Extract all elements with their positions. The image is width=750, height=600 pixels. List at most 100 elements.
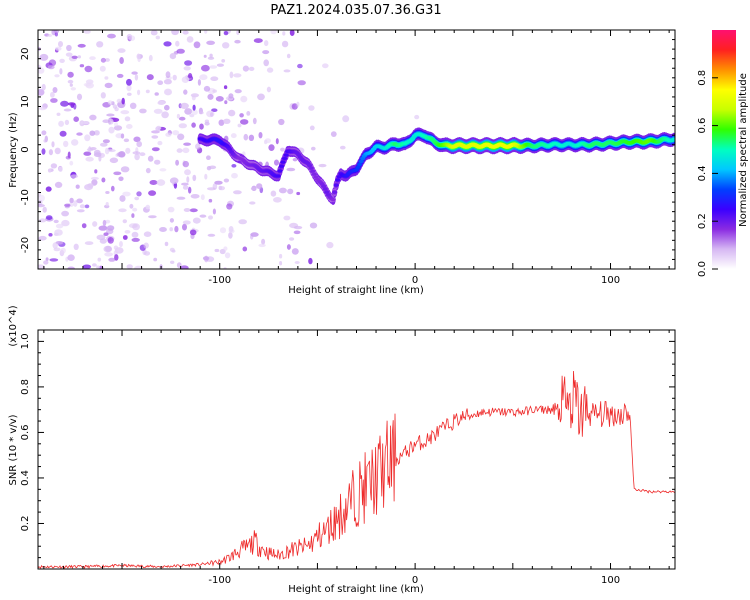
noise-point: [279, 261, 283, 266]
noise-point: [292, 158, 298, 162]
noise-point: [164, 88, 172, 96]
noise-point: [104, 147, 110, 155]
noise-point: [54, 147, 61, 155]
noise-point: [126, 84, 132, 92]
noise-point: [118, 176, 124, 182]
noise-point: [50, 98, 58, 103]
noise-point: [201, 64, 210, 72]
noise-point: [148, 190, 157, 196]
noise-point: [177, 133, 185, 141]
noise-point: [174, 225, 179, 233]
ridge-point: [335, 178, 341, 182]
noise-point: [242, 65, 249, 72]
noise-point: [45, 215, 53, 221]
noise-point: [79, 64, 85, 68]
noise-point: [183, 208, 191, 212]
noise-point: [129, 203, 134, 209]
noise-point: [207, 56, 215, 60]
noise-point: [48, 149, 54, 156]
x-tick-label: 100: [601, 575, 620, 586]
ridge-point: [333, 183, 339, 187]
noise-point: [53, 219, 59, 224]
noise-point: [41, 130, 47, 136]
noise-point: [73, 103, 77, 110]
noise-point: [214, 180, 223, 185]
noise-point: [103, 232, 109, 236]
noise-point: [73, 200, 78, 207]
noise-point: [157, 80, 164, 85]
noise-point: [171, 30, 179, 36]
noise-point: [59, 68, 63, 75]
noise-point: [228, 232, 233, 239]
noise-point: [163, 79, 172, 85]
noise-point: [211, 108, 218, 112]
noise-point: [134, 153, 140, 161]
noise-point: [100, 92, 106, 99]
noise-point: [38, 264, 45, 269]
noise-point: [240, 95, 248, 103]
noise-point: [182, 185, 189, 190]
noise-point: [94, 130, 100, 136]
noise-point: [289, 237, 295, 241]
noise-point: [199, 214, 207, 218]
noise-point: [156, 179, 166, 186]
noise-point: [167, 206, 175, 213]
noise-point: [85, 156, 94, 162]
snr-x-label: Height of straight line (km): [288, 584, 424, 595]
noise-point: [214, 248, 220, 253]
noise-point: [100, 57, 106, 63]
noise-point: [120, 110, 130, 115]
noise-point: [223, 118, 231, 125]
noise-point: [222, 42, 230, 49]
ridge-point: [275, 174, 281, 178]
noise-point: [69, 197, 74, 204]
noise-point: [286, 167, 296, 172]
noise-point: [108, 257, 116, 262]
noise-point: [136, 191, 142, 197]
noise-point: [154, 92, 159, 96]
noise-point: [76, 209, 85, 213]
noise-point: [246, 111, 251, 116]
noise-point: [181, 76, 190, 83]
noise-point: [219, 227, 227, 234]
noise-point: [280, 147, 285, 152]
noise-point: [47, 65, 55, 70]
noise-point: [125, 147, 131, 154]
noise-point: [180, 102, 189, 109]
figure-title: PAZ1.2024.035.07.36.G31: [270, 3, 441, 18]
noise-point: [172, 130, 180, 136]
noise-point: [93, 149, 101, 156]
noise-point: [275, 138, 279, 145]
noise-point: [96, 41, 104, 48]
noise-point: [105, 202, 109, 207]
noise-point: [123, 138, 130, 143]
ridge-point: [283, 153, 289, 157]
ridge-point: [355, 165, 361, 169]
noise-point: [76, 132, 83, 136]
noise-point: [233, 190, 242, 195]
noise-point: [206, 110, 215, 118]
noise-point: [291, 248, 299, 255]
noise-point: [283, 69, 291, 73]
noise-point: [164, 104, 170, 111]
noise-point: [199, 123, 204, 130]
noise-point: [52, 242, 58, 249]
noise-point: [84, 65, 93, 73]
noise-point: [252, 117, 257, 125]
noise-point: [91, 179, 98, 186]
noise-point: [250, 187, 257, 191]
noise-point: [134, 196, 140, 201]
noise-point: [216, 63, 224, 67]
noise-point: [186, 36, 194, 43]
noise-point: [296, 101, 300, 108]
noise-point: [65, 52, 73, 57]
x-tick-label: -100: [208, 275, 231, 286]
noise-point: [147, 155, 154, 162]
noise-point: [153, 257, 158, 262]
noise-point: [190, 194, 200, 199]
noise-point: [42, 206, 47, 213]
noise-point: [50, 163, 58, 169]
noise-point: [286, 53, 291, 59]
